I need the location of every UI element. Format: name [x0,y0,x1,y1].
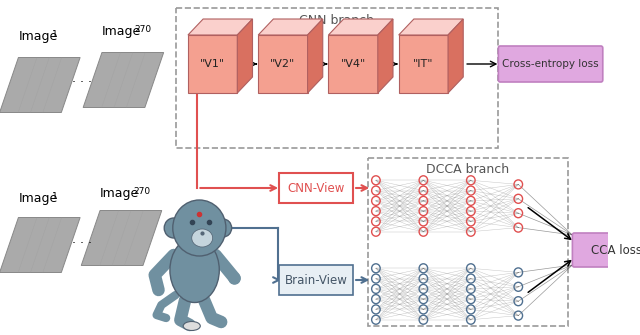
Text: 270: 270 [135,25,152,34]
Polygon shape [399,19,463,35]
Polygon shape [83,53,164,108]
Text: CNN branch: CNN branch [300,13,374,26]
Ellipse shape [170,238,220,303]
Text: · · ·: · · · [72,75,92,88]
Polygon shape [0,58,80,113]
FancyBboxPatch shape [279,173,353,203]
Text: "V4": "V4" [340,59,365,69]
Circle shape [214,219,232,237]
Ellipse shape [183,322,200,331]
Polygon shape [237,19,253,93]
Polygon shape [308,19,323,93]
Polygon shape [328,19,393,35]
Text: CCA loss: CCA loss [591,244,640,257]
Polygon shape [399,35,448,93]
Text: "IT": "IT" [413,59,434,69]
Polygon shape [258,35,308,93]
Text: Image: Image [19,192,58,205]
Text: · · ·: · · · [72,237,92,250]
Text: Image: Image [102,25,141,38]
Text: Brain-View: Brain-View [285,273,348,286]
FancyBboxPatch shape [499,46,603,82]
Polygon shape [328,35,378,93]
Circle shape [173,200,226,256]
Polygon shape [448,19,463,93]
Polygon shape [81,210,162,266]
Text: Image: Image [19,30,58,43]
Text: CNN-View: CNN-View [287,182,345,195]
Text: "V1": "V1" [200,59,225,69]
Text: DCCA branch: DCCA branch [426,162,509,176]
Ellipse shape [192,229,212,247]
Text: 270: 270 [133,187,150,196]
Text: Image: Image [100,187,139,200]
Text: "V2": "V2" [270,59,296,69]
Polygon shape [0,217,80,272]
Text: 1: 1 [52,30,58,39]
Text: 1: 1 [52,192,58,201]
Polygon shape [188,35,237,93]
FancyBboxPatch shape [572,233,640,267]
Circle shape [164,218,183,238]
Polygon shape [258,19,323,35]
Text: Cross-entropy loss: Cross-entropy loss [502,59,599,69]
FancyBboxPatch shape [279,265,353,295]
Polygon shape [188,19,253,35]
Polygon shape [378,19,393,93]
